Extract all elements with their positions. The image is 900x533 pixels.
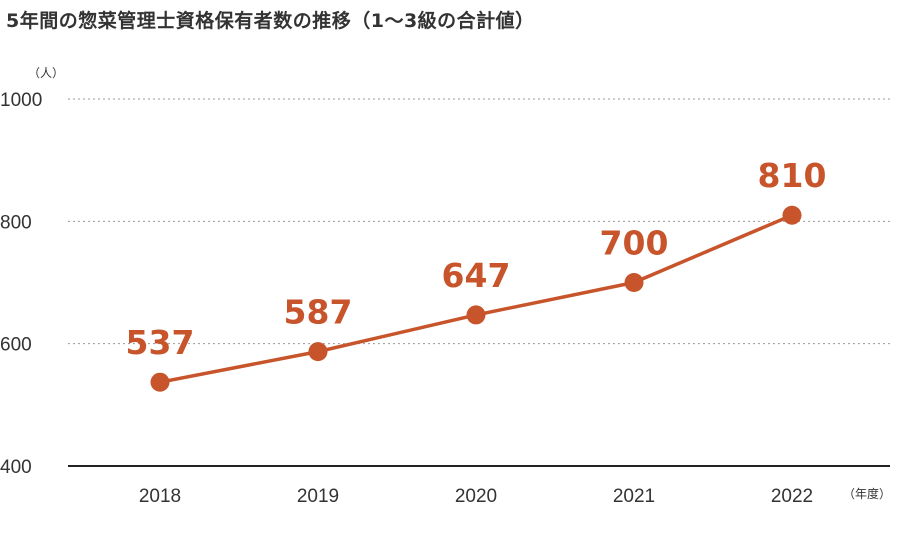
data-label-2019: 587 xyxy=(284,293,353,332)
data-point-2021 xyxy=(624,273,644,292)
x-tick-label-2020: 2020 xyxy=(455,486,497,507)
x-axis-unit: （年度） xyxy=(843,486,891,501)
data-label-2022: 810 xyxy=(758,156,827,195)
y-tick-label-800: 800 xyxy=(0,212,32,233)
data-point-2022 xyxy=(782,205,802,225)
x-tick-label-2018: 2018 xyxy=(139,486,181,507)
data-point-2019 xyxy=(308,342,328,362)
data-point-2020 xyxy=(466,305,486,325)
data-label-2018: 537 xyxy=(126,323,195,362)
x-tick-label-2021: 2021 xyxy=(613,486,655,507)
chart-title: 5年間の惣菜管理士資格保有者数の推移（1～3級の合計値） xyxy=(6,10,535,32)
y-axis-unit: （人） xyxy=(28,66,64,80)
data-label-2021: 700 xyxy=(600,224,669,263)
series-line xyxy=(159,213,793,384)
y-tick-label-600: 600 xyxy=(0,335,32,356)
data-label-2020: 647 xyxy=(442,256,511,295)
data-point-2018 xyxy=(150,372,170,392)
x-tick-label-2022: 2022 xyxy=(771,486,813,507)
y-tick-label-400: 400 xyxy=(0,457,32,478)
y-tick-label-1000: 1000 xyxy=(0,90,42,111)
x-tick-label-2019: 2019 xyxy=(297,486,339,507)
